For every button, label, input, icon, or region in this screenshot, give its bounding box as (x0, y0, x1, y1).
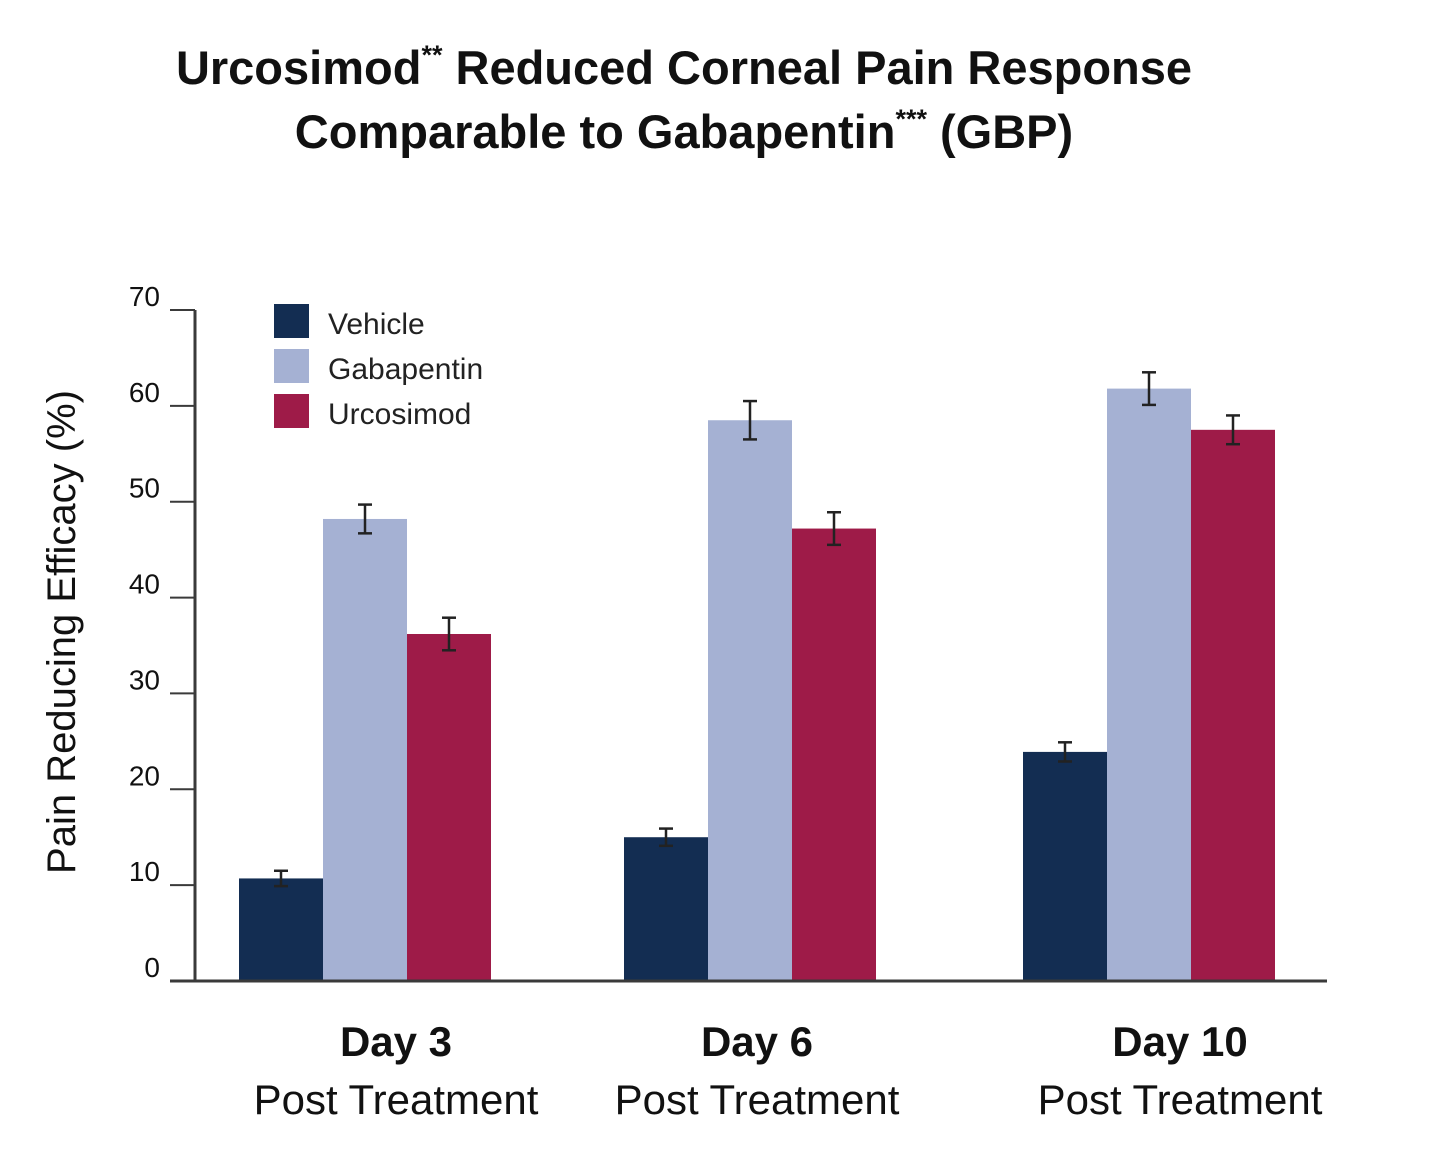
bar-urcosimod-0 (407, 633, 491, 981)
x-category-label: Day 10 (1112, 1018, 1247, 1065)
error-bar-vehicle-2 (1058, 741, 1072, 763)
error-bar-urcosimod-1 (827, 511, 841, 547)
x-category-label: Day 3 (340, 1018, 452, 1065)
bar-marks (239, 388, 1275, 982)
error-bar-gabapentin-1 (743, 399, 757, 441)
y-tick-label: 40 (129, 569, 160, 600)
bar-vehicle-2 (1023, 751, 1107, 981)
y-tick-label: 60 (129, 377, 160, 408)
legend-label-gabapentin: Gabapentin (328, 353, 483, 386)
chart-title-line-2: Comparable to Gabapentin*** (GBP) (294, 104, 1074, 158)
x-category-sublabel: Post Treatment (615, 1076, 900, 1123)
y-tick-label: 20 (129, 760, 160, 791)
chart-title-line-1: Urcosimod** Reduced Corneal Pain Respons… (175, 40, 1193, 94)
legend-swatch-vehicle (274, 304, 309, 338)
legend-swatch-gabapentin (274, 349, 309, 383)
error-bars (274, 371, 1240, 888)
bar-gabapentin-1 (708, 420, 792, 981)
error-bar-vehicle-1 (659, 827, 673, 848)
x-category-sublabel: Post Treatment (1038, 1076, 1323, 1123)
bar-gabapentin-2 (1107, 388, 1191, 981)
error-bar-vehicle-0 (274, 869, 288, 888)
legend-swatch-urcosimod (274, 394, 309, 428)
legend-label-vehicle: Vehicle (328, 308, 425, 341)
x-axis-labels: Day 3 Post Treatment Day 6 Post Treatment Da… (254, 1018, 1323, 1123)
y-tick-label: 50 (129, 473, 160, 504)
y-tick-label: 0 (144, 952, 160, 983)
legend: Vehicle Gabapentin Urcosimod (274, 304, 483, 431)
error-bar-gabapentin-2 (1142, 371, 1156, 407)
error-bar-urcosimod-0 (442, 616, 456, 652)
y-axis-label: Pain Reducing Efficacy (%) (40, 390, 84, 874)
bar-urcosimod-2 (1191, 429, 1275, 982)
bar-vehicle-1 (624, 837, 708, 981)
y-tick-label: 30 (129, 664, 160, 695)
error-bar-urcosimod-2 (1226, 414, 1240, 446)
y-axis-ticks: 0 10 20 30 40 50 60 70 (129, 281, 195, 983)
chart-title: Urcosimod** Reduced Corneal Pain Respons… (0, 36, 1368, 164)
legend-label-urcosimod: Urcosimod (328, 398, 471, 431)
bar-vehicle-0 (239, 878, 323, 981)
x-category-sublabel: Post Treatment (254, 1076, 539, 1123)
bar-gabapentin-0 (323, 518, 407, 981)
x-category-label: Day 6 (701, 1018, 813, 1065)
error-bar-gabapentin-0 (358, 503, 372, 535)
y-tick-label: 10 (129, 856, 160, 887)
bar-urcosimod-1 (792, 528, 876, 981)
y-tick-label: 70 (129, 281, 160, 312)
